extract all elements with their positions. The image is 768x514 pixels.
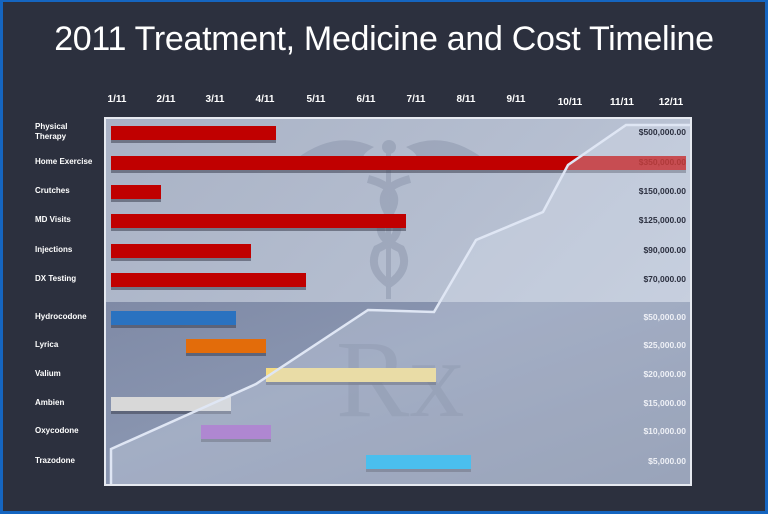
bar-dx-testing [111,273,306,287]
bar-hydrocodone [111,311,236,325]
cumulative-cost-line [109,123,690,484]
cost-label: $10,000.00 [643,426,686,436]
x-tick: 3/11 [205,94,225,105]
y-label: Ambien [35,398,65,407]
x-tick: 8/11 [456,94,476,105]
bar-md-visits [111,214,406,228]
cost-label: $125,000.00 [638,215,686,225]
y-label: Crutches [35,186,70,195]
bar-lyrica [186,339,266,353]
cost-label: $50,000.00 [643,312,686,322]
y-label: DX Testing [35,274,77,283]
y-label: Lyrica [35,340,59,349]
plot-area: Rx $500,000.00 $350,000.00 $150,000.00 $125… [104,117,692,486]
y-label: MD Visits [35,215,71,224]
y-label: Hydrocodone [35,312,87,321]
x-tick: 6/11 [356,94,376,105]
cost-label: $150,000.00 [638,186,686,196]
x-tick: 5/11 [306,94,326,105]
x-tick: 4/11 [255,94,275,105]
y-label: Home Exercise [35,157,93,166]
bar-crutches [111,185,161,199]
medicine-section [106,302,690,484]
x-tick: 1/11 [107,94,127,105]
bar-physical-therapy [111,126,276,140]
bar-oxycodone [201,425,271,439]
x-tick: 12/11 [658,97,684,108]
cost-label: $70,000.00 [643,274,686,284]
cost-label: $90,000.00 [643,245,686,255]
x-tick: 7/11 [406,94,426,105]
x-tick: 11/11 [610,97,634,108]
x-tick: 2/11 [156,94,176,105]
y-label: Injections [35,245,73,254]
bar-valium [266,368,436,382]
x-tick: 9/11 [506,94,526,105]
x-tick: 10/11 [557,97,583,108]
slide: 2011 Treatment, Medicine and Cost Timeli… [3,2,765,511]
y-label: Physical Therapy [35,122,68,141]
bar-injections [111,244,251,258]
cost-label: $20,000.00 [643,369,686,379]
cost-label: $5,000.00 [648,456,686,466]
y-label: Valium [35,369,61,378]
bar-trazodone [366,455,471,469]
cost-label: $15,000.00 [643,398,686,408]
cost-label: $500,000.00 [638,127,686,137]
chart-title: 2011 Treatment, Medicine and Cost Timeli… [54,20,714,58]
cost-label: $25,000.00 [643,340,686,350]
cost-label: $350,000.00 [638,157,686,167]
y-label: Trazodone [35,456,76,465]
bar-home-exercise [111,156,686,170]
y-label: Oxycodone [35,426,79,435]
